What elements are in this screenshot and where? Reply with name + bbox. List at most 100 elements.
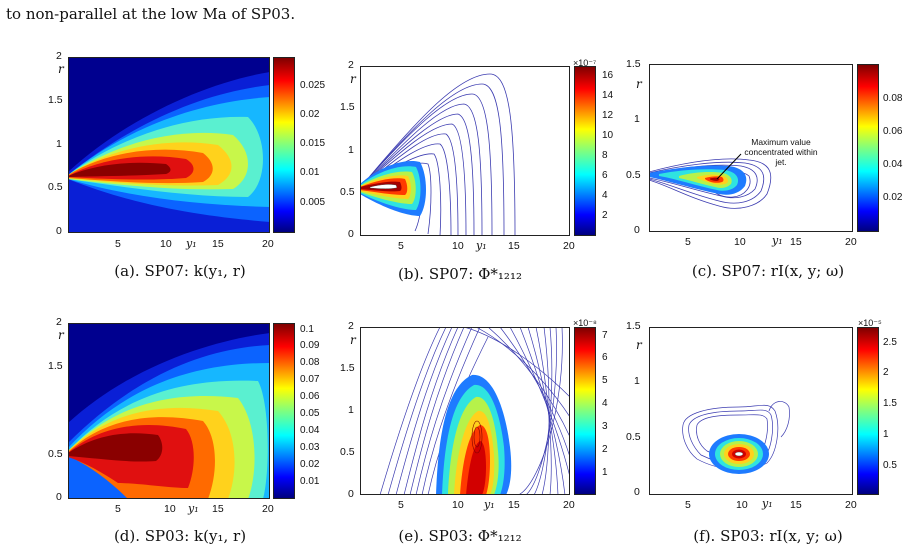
colorbar-tick: 0.005 bbox=[300, 197, 326, 208]
y-tick-0: 0 bbox=[348, 488, 354, 500]
x-tick-10: 10 bbox=[452, 499, 464, 511]
y-tick-0.5: 0.5 bbox=[626, 431, 641, 443]
colorbar-tick: 2.5 bbox=[883, 337, 897, 348]
y-tick-0.5: 0.5 bbox=[48, 448, 63, 460]
x-axis-label: y₁ bbox=[762, 497, 773, 510]
colorbar-tick: 0.06 bbox=[300, 391, 320, 402]
colorbar-tick: 0.07 bbox=[300, 374, 320, 385]
colorbar-tick: 5 bbox=[602, 375, 608, 386]
colorbar-tick: 0.01 bbox=[300, 476, 320, 487]
x-tick-10: 10 bbox=[160, 238, 172, 250]
y-tick-0.5: 0.5 bbox=[340, 446, 355, 458]
y-axis-label: r bbox=[58, 328, 64, 342]
x-tick-20: 20 bbox=[845, 236, 857, 248]
x-tick-20: 20 bbox=[845, 499, 857, 511]
y-axis-label: r bbox=[350, 72, 356, 86]
colorbar-tick: 0.06 bbox=[883, 126, 903, 137]
colorbar-tick: 0.04 bbox=[883, 159, 903, 170]
caption-f: (f). SP03: rI(x, y; ω) bbox=[693, 527, 843, 545]
x-tick-10: 10 bbox=[452, 240, 464, 252]
colorbar-tick: 10 bbox=[602, 130, 614, 141]
y-tick-0: 0 bbox=[634, 224, 640, 236]
colorbar-tick: 0.08 bbox=[883, 93, 903, 104]
y-tick-1: 1 bbox=[56, 138, 62, 150]
x-tick-20: 20 bbox=[563, 240, 575, 252]
colorbar-tick: 0.01 bbox=[300, 167, 320, 178]
colorbar-tick: 2 bbox=[602, 444, 608, 455]
x-tick-5: 5 bbox=[685, 499, 691, 511]
y-tick-0: 0 bbox=[56, 225, 62, 237]
colorbar-tick: 2 bbox=[883, 367, 889, 378]
x-tick-15: 15 bbox=[212, 238, 224, 250]
x-tick-5: 5 bbox=[398, 240, 404, 252]
colorbar-tick: 2 bbox=[602, 210, 608, 221]
y-tick-0: 0 bbox=[634, 486, 640, 498]
x-tick-20: 20 bbox=[262, 503, 274, 515]
caption-d: (d). SP03: k(y₁, r) bbox=[113, 527, 247, 545]
colorbar-tick: 0.025 bbox=[300, 80, 326, 91]
header-text: to non-parallel at the low Ma of SP03. bbox=[6, 5, 296, 23]
y-tick-1.5: 1.5 bbox=[626, 58, 641, 70]
y-tick-2: 2 bbox=[56, 50, 62, 62]
contour-plot-e bbox=[360, 327, 570, 495]
caption-e: (e). SP03: Φ*₁₂₁₂ bbox=[398, 527, 522, 545]
colorbar-tick: 12 bbox=[602, 110, 614, 121]
y-tick-2: 2 bbox=[348, 59, 354, 71]
colorbar-f bbox=[857, 327, 879, 495]
y-tick-0: 0 bbox=[348, 228, 354, 240]
x-tick-15: 15 bbox=[508, 499, 520, 511]
colorbar-tick: 0.02 bbox=[883, 192, 903, 203]
colorbar-d bbox=[273, 323, 295, 499]
y-tick-1: 1 bbox=[634, 113, 640, 125]
x-tick-15: 15 bbox=[790, 499, 802, 511]
x-axis-label: y₁ bbox=[476, 239, 487, 252]
colorbar-tick: 0.02 bbox=[300, 459, 320, 470]
colorbar-tick: 0.02 bbox=[300, 109, 320, 120]
y-tick-1: 1 bbox=[348, 404, 354, 416]
colorbar-tick: 0.015 bbox=[300, 138, 326, 149]
x-tick-15: 15 bbox=[212, 503, 224, 515]
colorbar-tick: 0.04 bbox=[300, 425, 320, 436]
colorbar-tick: 0.05 bbox=[300, 408, 320, 419]
colorbar-tick: 4 bbox=[602, 190, 608, 201]
colorbar-tick: 3 bbox=[602, 421, 608, 432]
caption-c: (c). SP07: rI(x, y; ω) bbox=[691, 262, 845, 280]
colorbar-tick: 4 bbox=[602, 398, 608, 409]
y-tick-1.5: 1.5 bbox=[340, 101, 355, 113]
y-tick-0: 0 bbox=[56, 491, 62, 503]
colorbar-exponent: ×10⁻⁷ bbox=[573, 58, 597, 68]
y-tick-0.5: 0.5 bbox=[48, 181, 63, 193]
contour-plot-f bbox=[649, 327, 853, 495]
x-tick-5: 5 bbox=[115, 503, 121, 515]
colorbar-c bbox=[857, 64, 879, 232]
colorbar-tick: 0.08 bbox=[300, 357, 320, 368]
x-tick-20: 20 bbox=[262, 238, 274, 250]
y-tick-0.5: 0.5 bbox=[340, 186, 355, 198]
colorbar-tick: 8 bbox=[602, 150, 608, 161]
y-axis-label: r bbox=[58, 62, 64, 76]
colorbar-b bbox=[574, 66, 596, 236]
heatmap-plot-d bbox=[68, 323, 270, 499]
y-tick-1.5: 1.5 bbox=[48, 360, 63, 372]
colorbar-exponent: ×10⁻⁸ bbox=[573, 318, 597, 328]
y-axis-label: r bbox=[350, 333, 356, 347]
x-tick-15: 15 bbox=[508, 240, 520, 252]
colorbar-tick: 1.5 bbox=[883, 398, 897, 409]
x-axis-label: y₁ bbox=[188, 502, 199, 515]
colorbar-tick: 16 bbox=[602, 70, 614, 81]
x-tick-15: 15 bbox=[790, 236, 802, 248]
caption-b: (b). SP07: Φ*₁₂₁₂ bbox=[398, 265, 522, 283]
x-tick-5: 5 bbox=[115, 238, 121, 250]
y-tick-0.5: 0.5 bbox=[626, 169, 641, 181]
colorbar-tick: 0.1 bbox=[300, 324, 314, 335]
y-tick-1.5: 1.5 bbox=[48, 94, 63, 106]
colorbar-e bbox=[574, 327, 596, 495]
contour-plot-b bbox=[360, 66, 570, 236]
colorbar-a bbox=[273, 57, 295, 233]
caption-a: (a). SP07: k(y₁, r) bbox=[114, 262, 246, 280]
x-axis-label: y₁ bbox=[484, 498, 495, 511]
x-tick-10: 10 bbox=[164, 503, 176, 515]
y-tick-1: 1 bbox=[634, 375, 640, 387]
y-tick-2: 2 bbox=[56, 316, 62, 328]
colorbar-tick: 1 bbox=[602, 467, 608, 478]
